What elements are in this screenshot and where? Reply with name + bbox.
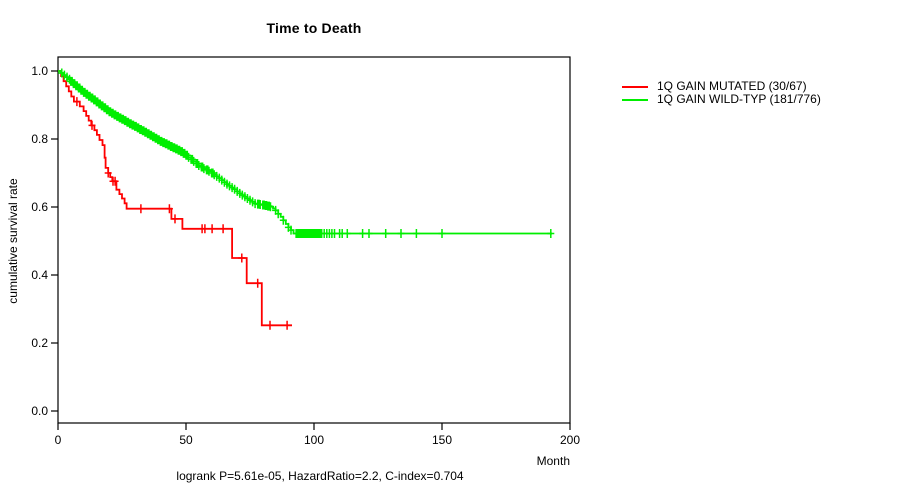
wildtype-curve-censor-marks (58, 68, 555, 238)
y-tick-label: 0.4 (31, 268, 48, 282)
legend-label: 1Q GAIN MUTATED (30/67) (657, 79, 807, 93)
x-axis-label: Month (536, 454, 570, 468)
stats-footer: logrank P=5.61e-05, HazardRatio=2.2, C-i… (176, 469, 464, 483)
x-tick-label: 0 (54, 433, 62, 447)
legend-line-swatch (622, 85, 648, 88)
y-tick-label: 1.0 (31, 64, 48, 78)
x-tick-label: 150 (431, 433, 453, 447)
legend-row: 1Q GAIN MUTATED (30/67) (622, 80, 821, 93)
legend-line-swatch (622, 98, 648, 101)
y-tick-label: 0.6 (31, 200, 48, 214)
x-tick-label: 100 (303, 433, 325, 447)
x-tick-label: 50 (179, 433, 193, 447)
legend-row: 1Q GAIN WILD-TYP (181/776) (622, 93, 821, 106)
legend-label: 1Q GAIN WILD-TYP (181/776) (657, 92, 821, 106)
y-tick-label: 0.0 (31, 404, 48, 418)
y-tick-label: 0.2 (31, 336, 48, 350)
chart-title: Time to Death (266, 20, 362, 36)
mutated-curve (58, 70, 292, 327)
x-tick-label: 200 (559, 433, 581, 447)
y-tick-label: 0.8 (31, 132, 48, 146)
plot-box (57, 56, 571, 424)
mutated-curve-censor-marks (73, 97, 291, 330)
legend: 1Q GAIN MUTATED (30/67) 1Q GAIN WILD-TYP … (622, 80, 821, 106)
